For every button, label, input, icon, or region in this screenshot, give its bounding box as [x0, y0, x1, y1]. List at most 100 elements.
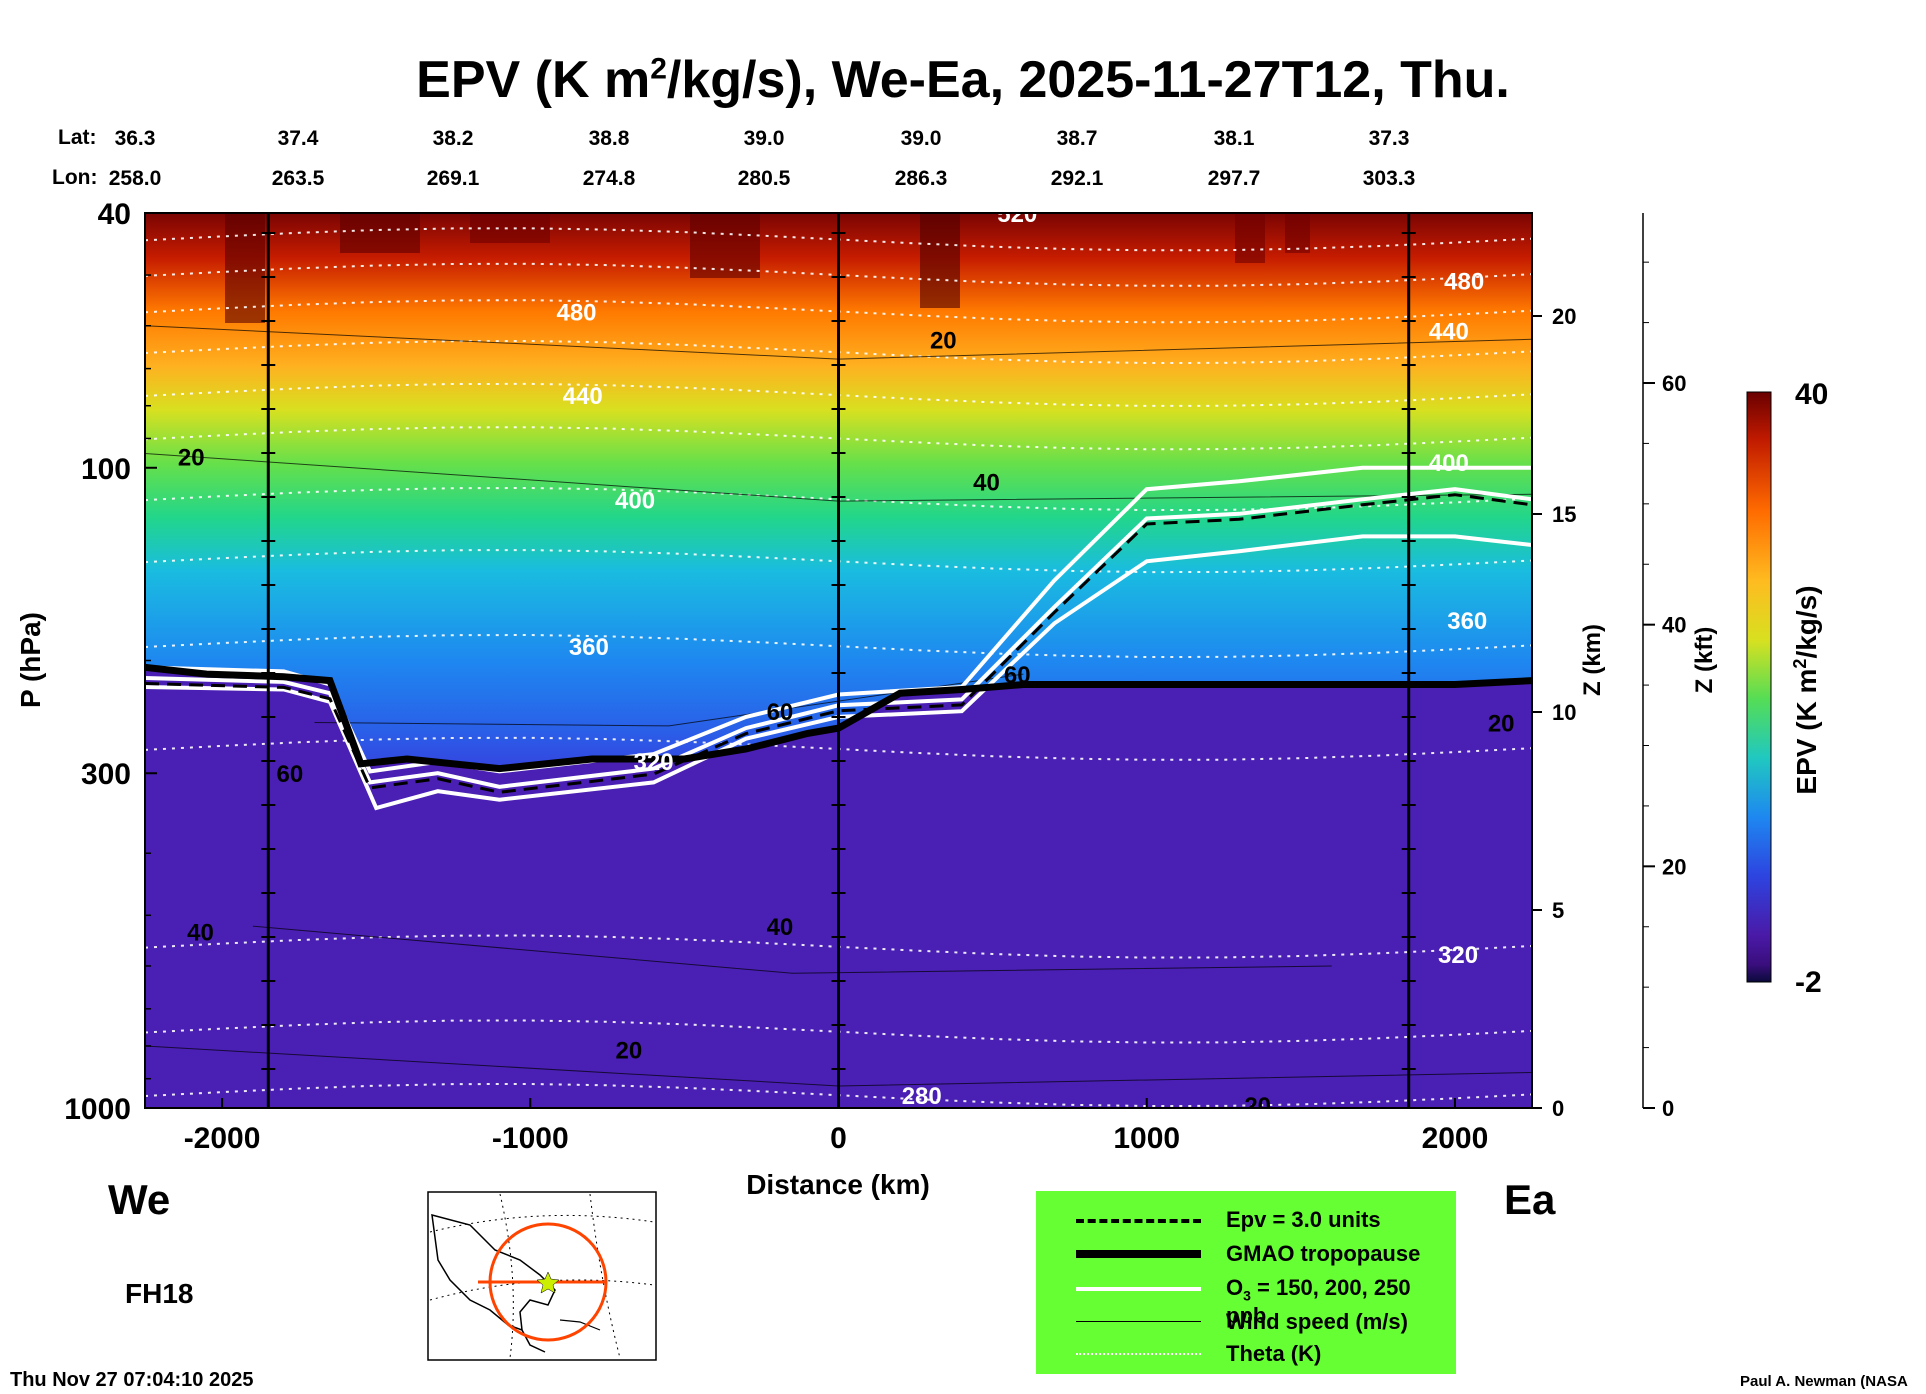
theta-label: 440 [563, 383, 603, 410]
theta-label: 360 [1447, 608, 1487, 635]
lon-value: 286.3 [895, 167, 948, 190]
chart-title: EPV (K m2/kg/s), We-Ea, 2025-11-27T12, T… [416, 51, 1510, 109]
x-tick-label: 1000 [1113, 1122, 1180, 1155]
wind-label: 40 [973, 469, 1000, 496]
lon-value: 258.0 [109, 167, 162, 190]
y-axis-z-km: 0 5 10 15 20 [1532, 304, 1576, 1121]
legend-item-epv: Epv = 3.0 units [1036, 1203, 1456, 1237]
ozone-contour-150 [145, 534, 1532, 811]
x-tick-label: 0 [830, 1122, 847, 1155]
wind-label: 40 [187, 919, 214, 946]
gmao-tropopause-line [145, 663, 1532, 773]
y-axis-z-kft: 0 20 40 60 [1642, 213, 1686, 1121]
wind-label: 60 [767, 699, 794, 726]
legend-label: GMAO tropopause [1226, 1241, 1421, 1266]
zkft-tick-label: 40 [1662, 613, 1686, 638]
zkft-tick-label: 20 [1662, 854, 1686, 879]
zkm-tick-label: 20 [1552, 304, 1576, 329]
x-tick-label: 2000 [1422, 1122, 1489, 1155]
theta-label: 480 [556, 299, 596, 326]
z-km-axis-title: Z (km) [1579, 624, 1606, 696]
lon-value: 292.1 [1051, 167, 1104, 190]
wind-labels: 20 20 40 60 60 60 40 40 20 20 20 [178, 327, 1515, 1120]
wind-label: 60 [277, 761, 304, 788]
lon-value: 269.1 [427, 167, 480, 190]
lat-value: 37.4 [278, 127, 319, 150]
epv-streaks [225, 213, 1310, 323]
zkft-tick-label: 60 [1662, 371, 1686, 396]
wind-label: 20 [616, 1037, 643, 1064]
wind-label: 20 [1244, 1093, 1271, 1120]
lat-value: 38.1 [1214, 127, 1255, 150]
legend-label: Theta (K) [1226, 1341, 1322, 1366]
lat-value: 39.0 [744, 127, 785, 150]
x-tick-label: -2000 [184, 1122, 261, 1155]
lon-value: 303.3 [1363, 167, 1416, 190]
x-axis-title: Distance (km) [746, 1169, 930, 1200]
wind-label: 20 [178, 444, 205, 471]
legend-item-tropopause: GMAO tropopause [1036, 1237, 1456, 1271]
theta-label: 280 [902, 1083, 942, 1110]
legend-item-theta: Theta (K) [1036, 1337, 1456, 1371]
z-kft-axis-title: Z (kft) [1691, 627, 1718, 694]
legend-label: O3 = 150, 200, 250 ppb [1226, 1275, 1411, 1329]
globe-map-icon [427, 1191, 657, 1361]
lon-value: 263.5 [272, 167, 325, 190]
forecast-hour-label: FH18 [125, 1278, 194, 1309]
lon-label: Lon: [52, 166, 98, 189]
theta-label: 320 [634, 749, 674, 776]
zkm-tick-label: 15 [1552, 502, 1576, 527]
theta-label: 400 [615, 487, 655, 514]
legend-item-ozone: O3 = 150, 200, 250 ppb [1036, 1271, 1456, 1328]
colorbar-title: EPV (K m2/kg/s) [1790, 585, 1822, 794]
legend-box: Epv = 3.0 units GMAO tropopause O3 = 150… [1036, 1191, 1456, 1374]
wind-contour [252, 925, 1332, 974]
wind-label: 20 [1488, 711, 1515, 738]
zkm-tick-label: 0 [1552, 1096, 1564, 1121]
west-label: We [108, 1176, 171, 1223]
zkm-tick-label: 10 [1552, 700, 1576, 725]
x-tick-label: -1000 [492, 1122, 569, 1155]
colorbar-max-label: 40 [1795, 378, 1828, 411]
legend-item-wind: Wind speed (m/s) [1036, 1305, 1456, 1339]
lat-value: 38.7 [1057, 127, 1098, 150]
lat-value: 37.3 [1369, 127, 1410, 150]
colorbar-min-label: -2 [1795, 966, 1822, 999]
theta-label: 520 [997, 201, 1037, 228]
lat-value: 38.2 [433, 127, 474, 150]
vertical-markers [261, 213, 1416, 1108]
colorbar [1746, 391, 1772, 983]
y-axis-pressure: 1000 300 100 40 [64, 198, 157, 1126]
east-label: Ea [1504, 1176, 1556, 1223]
y-tick-label: 100 [81, 453, 131, 486]
lat-label: Lat: [58, 126, 97, 149]
theta-label: 480 [1444, 269, 1484, 296]
lon-value: 280.5 [738, 167, 791, 190]
x-axis: -2000 -1000 0 1000 2000 [184, 1098, 1489, 1155]
epv-3-unit-contour [145, 493, 1532, 794]
lat-value: 39.0 [901, 127, 942, 150]
y-tick-label: 300 [81, 758, 131, 791]
lon-value: 274.8 [583, 167, 636, 190]
theta-label: 400 [1429, 450, 1469, 477]
wind-label: 60 [1004, 662, 1031, 689]
zkft-tick-label: 0 [1662, 1096, 1674, 1121]
lon-value: 297.7 [1208, 167, 1261, 190]
timestamp: Thu Nov 27 07:04:10 2025 [10, 1369, 254, 1391]
zkm-tick-label: 5 [1552, 898, 1564, 923]
theta-label: 320 [1438, 942, 1478, 969]
y-tick-label: 1000 [64, 1093, 131, 1126]
lat-value: 36.3 [115, 127, 156, 150]
y-tick-label: 40 [98, 198, 131, 231]
theta-labels: 520 480 480 440 440 400 400 360 360 320 320 280 [556, 201, 1487, 1110]
wind-label: 20 [930, 327, 957, 354]
theta-label: 440 [1429, 318, 1469, 345]
wind-label: 40 [767, 914, 794, 941]
theta-label: 360 [569, 634, 609, 661]
lat-value: 38.8 [589, 127, 630, 150]
legend-label: Epv = 3.0 units [1226, 1207, 1381, 1232]
credit: Paul A. Newman (NASA [1740, 1373, 1908, 1390]
y-axis-title: P (hPa) [15, 612, 46, 708]
